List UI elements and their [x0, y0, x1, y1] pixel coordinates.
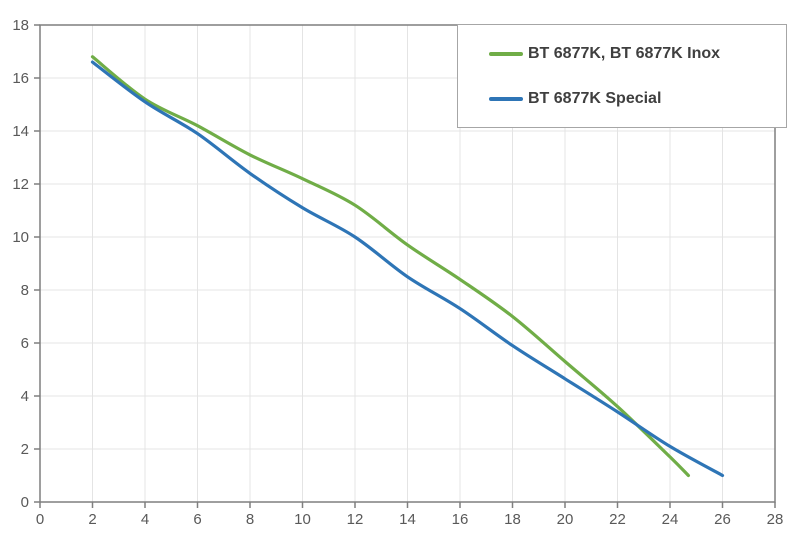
y-tick-label: 10: [12, 229, 29, 246]
x-tick-label: 0: [36, 511, 44, 528]
series-line-1: [90, 60, 725, 478]
x-tick-label: 2: [88, 511, 96, 528]
y-tick-label: 16: [12, 70, 29, 87]
legend-label: BT 6877K Special: [528, 89, 662, 107]
x-tick-label: 22: [609, 511, 626, 528]
x-tick-label: 24: [662, 511, 679, 528]
y-tick-label: 2: [21, 441, 29, 458]
y-tick-label: 18: [12, 17, 29, 34]
legend-item: BT 6877K Special: [489, 90, 786, 108]
y-tick-label: 4: [21, 388, 29, 405]
x-tick-label: 14: [399, 511, 416, 528]
y-tick-label: 0: [21, 494, 29, 511]
y-tick-label: 14: [12, 123, 29, 140]
x-tick-label: 20: [557, 511, 574, 528]
y-tick-label: 12: [12, 176, 29, 193]
x-tick-label: 28: [767, 511, 784, 528]
x-tick-label: 6: [193, 511, 201, 528]
x-tick-label: 10: [294, 511, 311, 528]
x-tick-label: 16: [452, 511, 469, 528]
x-tick-label: 8: [246, 511, 254, 528]
series-line-0: [90, 55, 690, 478]
legend-label: BT 6877K, BT 6877K Inox: [528, 44, 721, 62]
legend-line-swatch-green: [489, 51, 523, 56]
x-tick-label: 18: [504, 511, 521, 528]
y-tick-label: 8: [21, 282, 29, 299]
legend-line-swatch-blue: [489, 96, 523, 101]
legend-item: BT 6877K, BT 6877K Inox: [489, 45, 786, 63]
x-tick-label: 26: [714, 511, 731, 528]
y-tick-label: 6: [21, 335, 29, 352]
x-tick-label: 12: [347, 511, 364, 528]
x-tick-label: 4: [141, 511, 149, 528]
legend: BT 6877K, BT 6877K Inox BT 6877K Special: [457, 24, 787, 128]
